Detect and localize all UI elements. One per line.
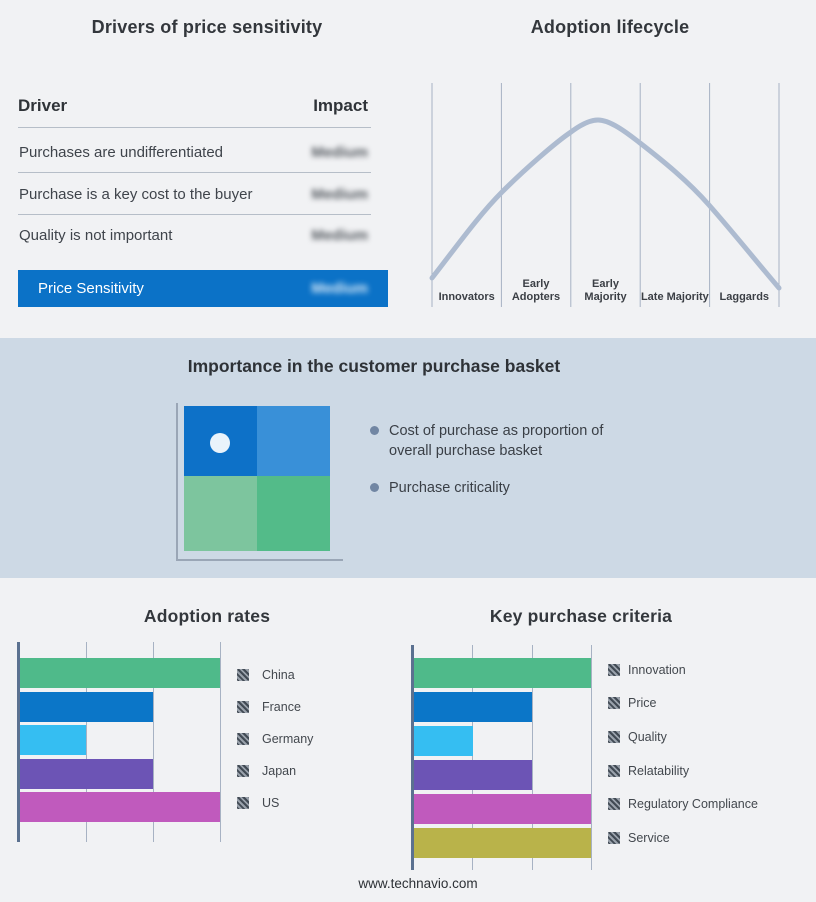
y-axis-line bbox=[17, 642, 20, 842]
legend-label: Quality bbox=[628, 729, 667, 744]
drivers-table-header: Driver Impact bbox=[18, 96, 368, 116]
legend-item-innovation: Innovation bbox=[608, 653, 758, 687]
column-header-driver: Driver bbox=[18, 96, 68, 115]
price-sensitivity-impact-blurred: Medium bbox=[311, 280, 368, 297]
quadrant-cell-bottom-left bbox=[184, 476, 257, 551]
legend-label: China bbox=[262, 668, 295, 682]
adoption-rates-chart bbox=[17, 642, 287, 842]
table-divider bbox=[18, 127, 371, 128]
legend-label: US bbox=[262, 796, 280, 810]
footer-link[interactable]: www.technavio.com bbox=[358, 876, 478, 891]
gridline bbox=[591, 645, 592, 870]
legend-item-regulatory-compliance: Regulatory Compliance bbox=[608, 787, 758, 821]
gridline bbox=[86, 642, 87, 842]
gridline bbox=[472, 645, 473, 870]
lifecycle-stage-labels: Innovators Early Adopters Early Majority… bbox=[420, 270, 800, 304]
table-divider bbox=[18, 214, 371, 215]
key-purchase-criteria-title: Key purchase criteria bbox=[489, 606, 673, 626]
legend-label: France bbox=[262, 700, 301, 714]
legend-item-relatability: Relatability bbox=[608, 754, 758, 788]
price-sensitivity-summary-bar: Price Sensitivity Medium bbox=[18, 270, 388, 307]
key-purchase-criteria-legend: Innovation Price Quality Relatability Regula… bbox=[608, 653, 758, 855]
stage-label-innovators: Innovators bbox=[438, 291, 495, 303]
impact-value-blurred: Medium bbox=[311, 186, 368, 203]
legend-label: Germany bbox=[262, 732, 314, 746]
bar-us bbox=[19, 792, 220, 822]
bar-service bbox=[413, 827, 592, 858]
quadrant-y-axis bbox=[176, 403, 178, 560]
hatch-swatch-icon bbox=[608, 798, 620, 811]
legend-label: Service bbox=[628, 830, 670, 845]
hatch-swatch-icon bbox=[237, 669, 249, 681]
gridline bbox=[531, 645, 533, 870]
legend-label: Japan bbox=[262, 764, 297, 778]
driver-row-label: Quality is not important bbox=[19, 227, 173, 244]
bar-france bbox=[19, 691, 154, 722]
bar-price bbox=[413, 691, 532, 722]
quadrant-cell-top-right bbox=[257, 406, 330, 476]
impact-value-blurred: Medium bbox=[311, 227, 368, 244]
basket-bullet-2: Purchase criticality bbox=[389, 480, 510, 496]
bar-quality bbox=[413, 725, 473, 756]
driver-row-label: Purchase is a key cost to the buyer bbox=[19, 186, 253, 203]
legend-item-japan: Japan bbox=[237, 755, 313, 787]
bar-germany bbox=[19, 725, 87, 755]
drivers-panel-title: Drivers of price sensitivity bbox=[91, 17, 323, 37]
stage-label-early-majority: Early Majority bbox=[584, 278, 627, 303]
legend-item-quality: Quality bbox=[608, 720, 758, 754]
quadrant-x-axis bbox=[176, 559, 343, 561]
legend-label: Regulatory Compliance bbox=[628, 797, 758, 812]
hatch-swatch-icon bbox=[237, 733, 249, 745]
hatch-swatch-icon bbox=[608, 764, 620, 777]
basket-bullet-1: Cost of purchase as proportion of overal… bbox=[389, 423, 604, 459]
position-marker-dot bbox=[210, 433, 230, 453]
hatch-swatch-icon bbox=[608, 697, 620, 710]
legend-item-price: Price bbox=[608, 687, 758, 721]
hatch-swatch-icon bbox=[237, 765, 249, 777]
bullet-icon bbox=[370, 483, 379, 492]
legend-item-us: US bbox=[237, 787, 313, 819]
bar-china bbox=[19, 658, 220, 688]
gridline bbox=[152, 642, 154, 842]
column-header-impact: Impact bbox=[313, 96, 368, 115]
stage-label-laggards: Laggards bbox=[719, 291, 770, 303]
bar-relatability bbox=[413, 759, 532, 790]
driver-row-label: Purchases are undifferentiated bbox=[19, 144, 224, 161]
gridline bbox=[219, 642, 221, 842]
legend-label: Innovation bbox=[628, 662, 686, 677]
legend-label: Relatability bbox=[628, 763, 690, 778]
legend-label: Price bbox=[628, 696, 657, 711]
hatch-swatch-icon bbox=[237, 701, 249, 713]
hatch-swatch-icon bbox=[608, 831, 620, 844]
lifecycle-panel-title: Adoption lifecycle bbox=[530, 17, 690, 37]
stage-label-late-majority: Late Majority bbox=[640, 291, 709, 303]
price-sensitivity-label: Price Sensitivity bbox=[38, 280, 144, 297]
key-purchase-criteria-chart bbox=[411, 645, 681, 870]
table-divider bbox=[18, 172, 371, 173]
adoption-lifecycle-chart bbox=[429, 83, 782, 307]
impact-value-blurred: Medium bbox=[311, 144, 368, 161]
bar-regulatory-compliance bbox=[413, 793, 592, 824]
legend-item-france: France bbox=[237, 691, 313, 723]
bell-curve bbox=[429, 117, 782, 291]
legend-item-china: China bbox=[237, 659, 313, 691]
bar-japan bbox=[19, 758, 154, 789]
adoption-rates-legend: China France Germany Japan US bbox=[237, 659, 313, 819]
bullet-icon bbox=[370, 426, 379, 435]
legend-item-service: Service bbox=[608, 821, 758, 855]
basket-panel-title: Importance in the customer purchase bask… bbox=[187, 356, 561, 376]
stage-label-early-adopters: Early Adopters bbox=[511, 278, 561, 303]
quadrant-cell-bottom-right bbox=[257, 476, 330, 551]
bar-innovation bbox=[413, 658, 592, 688]
legend-item-germany: Germany bbox=[237, 723, 313, 755]
hatch-swatch-icon bbox=[608, 663, 620, 676]
lifecycle-gridlines bbox=[431, 83, 780, 307]
y-axis-line bbox=[411, 645, 414, 870]
purchase-basket-band bbox=[0, 338, 816, 578]
hatch-swatch-icon bbox=[237, 797, 249, 809]
adoption-rates-title: Adoption rates bbox=[143, 606, 271, 626]
hatch-swatch-icon bbox=[608, 730, 620, 743]
